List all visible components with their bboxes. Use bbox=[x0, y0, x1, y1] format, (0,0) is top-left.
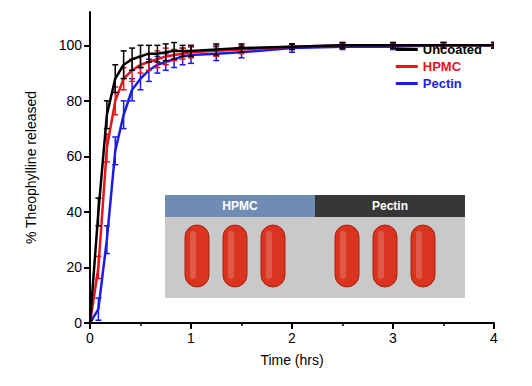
svg-text:40: 40 bbox=[66, 204, 82, 220]
svg-text:Pectin: Pectin bbox=[372, 199, 408, 213]
svg-text:% Theophylline released: % Theophylline released bbox=[23, 91, 39, 244]
svg-text:0: 0 bbox=[86, 330, 94, 346]
svg-text:1: 1 bbox=[187, 330, 195, 346]
svg-text:Pectin: Pectin bbox=[423, 76, 462, 91]
svg-text:2: 2 bbox=[288, 330, 296, 346]
svg-text:80: 80 bbox=[66, 93, 82, 109]
svg-text:3: 3 bbox=[389, 330, 397, 346]
svg-text:HPMC: HPMC bbox=[222, 199, 258, 213]
svg-text:4: 4 bbox=[490, 330, 498, 346]
svg-text:100: 100 bbox=[59, 37, 83, 53]
svg-text:HPMC: HPMC bbox=[423, 59, 462, 74]
svg-text:20: 20 bbox=[66, 259, 82, 275]
svg-text:0: 0 bbox=[74, 315, 82, 331]
svg-text:Time (hrs): Time (hrs) bbox=[260, 352, 323, 368]
svg-text:60: 60 bbox=[66, 148, 82, 164]
svg-text:Uncoated: Uncoated bbox=[422, 42, 482, 57]
